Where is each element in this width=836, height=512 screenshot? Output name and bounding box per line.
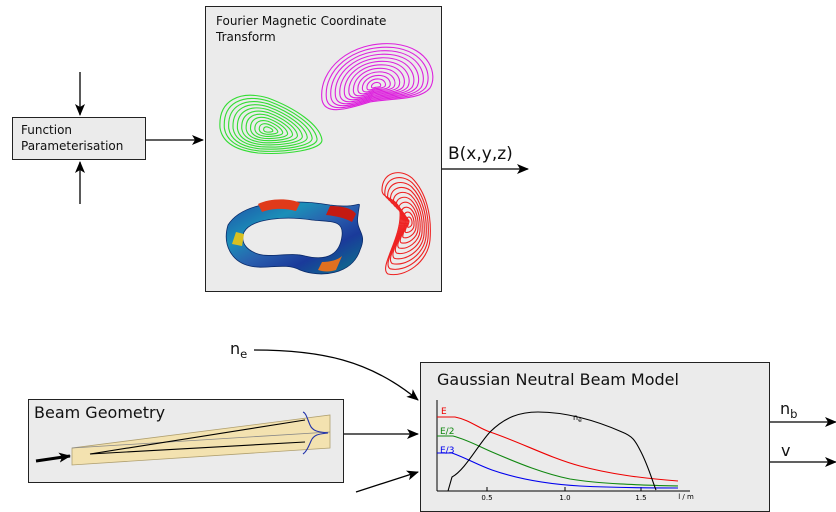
x-axis-unit: l / m [678,493,694,501]
stellarator-torus-image [225,199,364,275]
b-field-output-label: B(x,y,z) [448,144,513,164]
x-tick-1.0: 1.0 [559,494,570,502]
x-tick-0.5: 0.5 [481,494,492,502]
curve-E3 [437,452,679,489]
fourier-box-line2: Transform [216,30,276,44]
contour-line [330,50,424,107]
ne-input-label: ne [230,339,248,362]
function-box-line1: Function [21,123,73,137]
v-output-label: v [781,441,791,460]
contour-line [334,53,420,105]
contour-line [223,97,318,152]
magenta-contour-set [321,43,434,111]
label-E3: E/3 [440,446,454,456]
contour-line [241,110,299,144]
contour-line [219,94,323,154]
function-parameterisation-box: Function Parameterisation [12,117,146,160]
curve-E [437,416,679,482]
contour-line [254,120,284,137]
contour-line [325,46,429,109]
function-input-arrows [75,72,204,204]
contour-line [343,60,410,101]
contour-line [339,57,415,103]
contour-line [232,104,308,148]
contour-line [361,74,391,93]
contour-line [321,43,434,111]
x-tick-1.5: 1.5 [635,494,646,502]
label-ne: ne [573,413,582,424]
gaussian-box-title: Gaussian Neutral Beam Model [437,370,679,389]
contour-line [258,123,279,135]
contour-line [366,78,387,91]
gaussian-input-arrows [253,349,419,493]
contour-line [406,216,413,228]
contour-line [352,67,401,97]
gaussian-output-arrows [770,417,836,467]
contour-line [263,126,274,133]
fourier-box-line1: Fourier Magnetic Coordinate [216,14,387,28]
label-E2: E/2 [440,427,454,437]
curve-ne [447,411,657,492]
green-contour-set [219,94,323,154]
contour-line [357,71,396,95]
contour-line [249,116,289,140]
beam-geometry-title: Beam Geometry [34,403,166,422]
beam-density-plot: 0.5 1.0 1.5 l / m E E/2 E/3 ne [436,400,694,502]
contour-line [228,101,313,150]
red-contour-set [381,172,431,276]
label-E: E [441,407,447,417]
function-box-line2: Parameterisation [21,139,124,153]
nb-output-label: nb [780,399,798,422]
contour-line [236,107,303,146]
contour-line [348,64,405,99]
beam-geometry-drawing [35,411,331,466]
contour-line [370,81,382,89]
contour-line [245,113,294,142]
curve-E2 [437,435,679,487]
